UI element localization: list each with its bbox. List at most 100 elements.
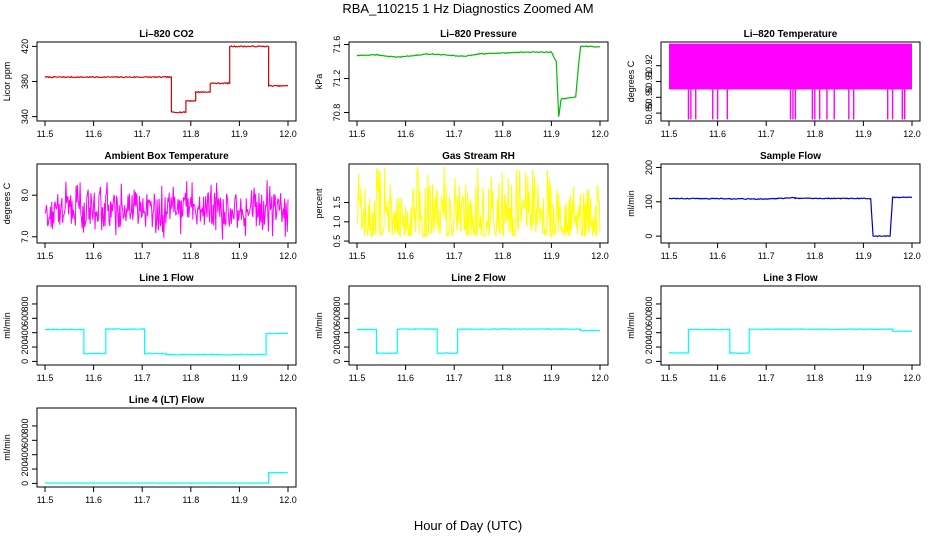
y-tick-label: 0 [644,359,654,364]
y-tick-label: 800 [20,418,30,433]
chart-panel-line2: Line 2 Flow ml/min 11.5 11.6 11.7 11.8 11.9 12.… [314,273,609,383]
y-axis-label: kPa [314,74,324,90]
x-tick-label: 11.9 [855,373,872,383]
plot-frame [36,41,297,122]
y-tick-label: 200 [644,340,654,355]
x-tick-label: 11.6 [85,495,102,505]
y-axis-label: percent [314,188,324,219]
x-tick-label: 11.6 [397,373,414,383]
x-tick-label: 11.7 [134,129,151,139]
y-tick-label: 400 [20,447,30,462]
y-tick-label: 70.8 [332,104,342,122]
y-tick-label: 800 [332,296,342,311]
chart-panel-sample_flow: Sample Flow ml/min 11.5 11.6 11.7 11.8 11.9 12.… [626,151,921,261]
plot-frame [36,285,297,366]
y-tick-label: 50.91 [644,70,654,93]
chart-title: Line 2 Flow [451,273,506,284]
series-line [44,45,289,114]
x-tick-label: 12.0 [279,495,297,505]
x-tick-label: 11.5 [37,129,54,139]
chart-title: Line 4 (LT) Flow [129,395,205,406]
x-tick-label: 11.7 [134,495,151,505]
chart-title: Gas Stream RH [442,151,515,162]
y-tick-label: 1.5 [332,196,342,209]
series-line [44,327,289,356]
y-tick-label: 200 [644,160,654,175]
x-tick-label: 11.8 [806,251,823,261]
y-tick-label: 400 [20,325,30,340]
y-tick-label: 800 [644,296,654,311]
x-tick-label: 11.5 [37,373,54,383]
x-tick-label: 12.0 [903,373,921,383]
x-tick-label: 11.6 [85,251,102,261]
x-tick-label: 11.8 [182,129,199,139]
x-tick-label: 11.5 [349,373,366,383]
chart-panel-pressure: Li–820 Pressure kPa 11.5 11.6 11.7 11.8 11.9 12… [314,29,609,139]
x-tick-label: 11.9 [543,373,560,383]
y-tick-label: 50.89 [644,102,654,125]
y-tick-label: 600 [332,311,342,326]
chart-title: Line 3 Flow [763,273,818,284]
y-tick-label: 200 [20,340,30,355]
y-tick-label: 600 [20,311,30,326]
x-tick-label: 11.8 [806,129,823,139]
x-tick-label: 11.7 [134,373,151,383]
x-tick-label: 11.9 [855,251,872,261]
x-tick-label: 12.0 [279,251,297,261]
chart-title: Li–820 CO2 [139,29,194,40]
series-line [668,196,913,238]
plot-frame [36,163,297,244]
x-tick-label: 11.6 [397,129,414,139]
y-axis-label: Licor ppm [2,62,12,102]
chart-panel-line4: Line 4 (LT) Flow ml/min 11.5 11.6 11.7 11.8 11… [2,395,297,505]
plot-frame [348,41,609,122]
x-tick-label: 12.0 [591,373,609,383]
y-axis-label: ml/min [626,312,636,339]
chart-panel-ambient: Ambient Box Temperature degrees C 11.5 11.6… [2,151,297,261]
x-tick-label: 11.5 [37,495,54,505]
y-tick-label: 340 [20,109,30,124]
chart-title: Li–820 Pressure [440,29,517,40]
series-line [44,180,289,240]
x-tick-label: 11.8 [182,251,199,261]
x-tick-label: 11.7 [446,251,463,261]
y-tick-label: 100 [644,194,654,209]
x-tick-label: 11.9 [231,373,248,383]
series-band [669,43,912,90]
y-tick-label: 0.5 [332,235,342,248]
chart-panel-line1: Line 1 Flow ml/min 11.5 11.6 11.7 11.8 11.9 12.… [2,273,297,383]
x-tick-label: 11.9 [231,251,248,261]
x-tick-label: 11.7 [758,373,775,383]
x-tick-label: 11.8 [182,495,199,505]
y-tick-label: 800 [20,296,30,311]
x-tick-label: 11.6 [85,373,102,383]
y-tick-label: 7.0 [20,231,30,244]
x-tick-label: 11.6 [709,373,726,383]
y-tick-label: 50.92 [644,54,654,77]
chart-panel-rh: Gas Stream RH percent 11.5 11.6 11.7 11.8 11.9… [314,151,609,261]
y-tick-label: 71.6 [332,36,342,54]
y-tick-label: 200 [332,340,342,355]
x-tick-label: 11.8 [494,251,511,261]
x-tick-label: 11.7 [446,129,463,139]
x-tick-label: 11.7 [134,251,151,261]
chart-title: Sample Flow [760,151,821,162]
y-tick-label: 0 [20,481,30,486]
x-tick-label: 11.5 [37,251,54,261]
x-tick-label: 11.8 [494,129,511,139]
series-line [44,471,289,484]
y-tick-label: 400 [644,325,654,340]
x-tick-label: 12.0 [591,251,609,261]
x-tick-label: 12.0 [279,129,297,139]
series-line [356,327,601,355]
x-tick-label: 11.9 [543,129,560,139]
y-tick-label: 1.0 [332,216,342,229]
x-tick-label: 12.0 [591,129,609,139]
x-axis-label: Hour of Day (UTC) [413,518,523,533]
series-line [668,327,912,355]
plot-frame [660,285,921,366]
y-tick-label: 380 [20,74,30,89]
plot-frame [348,163,609,244]
chart-panel-co2: Li–820 CO2 Licor ppm 11.5 11.6 11.7 11.8 11.9 1… [2,29,297,139]
